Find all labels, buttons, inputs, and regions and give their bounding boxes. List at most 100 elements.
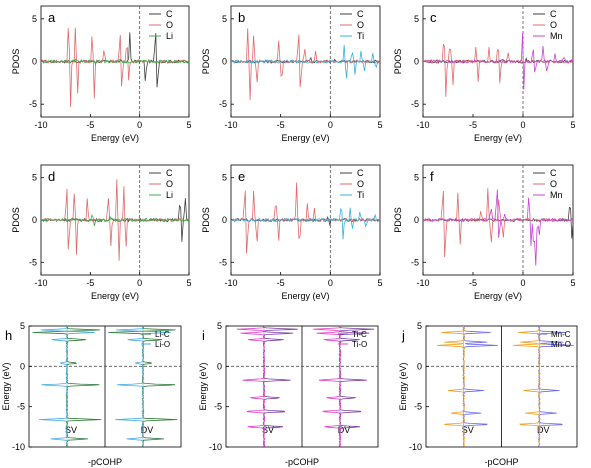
x-tick-label: 5 bbox=[186, 120, 191, 130]
x-tick-label: -10 bbox=[34, 120, 47, 130]
sv-label: SV bbox=[262, 425, 274, 435]
x-axis-label: Energy (eV) bbox=[474, 291, 522, 301]
y-tick-label: 0 bbox=[20, 361, 25, 371]
x-axis-label: Energy (eV) bbox=[474, 133, 522, 143]
x-tick-label: 0 bbox=[137, 278, 142, 288]
panel-letter: b bbox=[238, 10, 245, 25]
x-tick-label: -10 bbox=[416, 120, 429, 130]
dv-label: DV bbox=[338, 425, 351, 435]
panel-letter: f bbox=[430, 169, 434, 184]
x-tick-label: 0 bbox=[137, 120, 142, 130]
x-axis-label: Energy (eV) bbox=[281, 133, 329, 143]
cohp-panel-i: 5 0 -5 -10 -pCOHP Energy (eV) i SV DV Ti-CTi-O bbox=[198, 321, 379, 467]
x-tick-label: -5 bbox=[277, 278, 285, 288]
x-tick-label: 0 bbox=[328, 278, 333, 288]
y-tick-label: -5 bbox=[414, 402, 422, 412]
y-tick-label: 0 bbox=[32, 215, 37, 225]
legend-label-O: O bbox=[357, 20, 364, 30]
x-tick-label: -5 bbox=[86, 120, 94, 130]
x-axis-label: -pCOHP bbox=[285, 457, 319, 467]
x-tick-label: 0 bbox=[328, 120, 333, 130]
x-tick-label: 5 bbox=[186, 278, 191, 288]
x-axis-label: -pCOHP bbox=[88, 457, 122, 467]
legend-label-Mn: Mn bbox=[550, 31, 563, 41]
y-axis-label: PDOS bbox=[201, 49, 211, 75]
x-tick-label: 5 bbox=[570, 120, 575, 130]
y-tick-label: 0 bbox=[222, 215, 227, 225]
x-axis-label: -pCOHP bbox=[484, 457, 518, 467]
y-tick-label: -5 bbox=[214, 402, 222, 412]
series-line-Mn bbox=[422, 189, 574, 266]
y-tick-label: 0 bbox=[414, 215, 419, 225]
legend-label-O: O bbox=[166, 179, 173, 189]
legend-label-Li: Li bbox=[166, 31, 173, 41]
y-axis-label: PDOS bbox=[11, 49, 21, 75]
series-line-Ti-O bbox=[236, 325, 266, 447]
cohp-panel-h: 5 0 -5 -10 -pCOHP Energy (eV) h SV DV Li-CLi-O bbox=[1, 321, 182, 467]
x-axis-label: Energy (eV) bbox=[91, 133, 139, 143]
panel-letter: i bbox=[202, 328, 205, 343]
y-axis-label: PDOS bbox=[393, 207, 403, 233]
dv-label: DV bbox=[537, 425, 550, 435]
y-tick-label: -10 bbox=[12, 442, 25, 452]
series-line-Li-C bbox=[32, 325, 102, 447]
y-tick-label: 5 bbox=[222, 14, 227, 24]
x-tick-label: -5 bbox=[469, 120, 477, 130]
panel-letter: h bbox=[5, 328, 12, 343]
y-tick-label: -5 bbox=[29, 99, 37, 109]
y-tick-label: 0 bbox=[417, 361, 422, 371]
x-tick-label: -10 bbox=[224, 120, 237, 130]
series-line-Mn bbox=[422, 32, 574, 90]
y-axis-label: PDOS bbox=[201, 207, 211, 233]
y-tick-label: -5 bbox=[219, 99, 227, 109]
panel-letter: d bbox=[48, 169, 55, 184]
panel-letter: j bbox=[401, 328, 405, 343]
x-tick-label: 5 bbox=[377, 120, 382, 130]
legend-label-C: C bbox=[550, 9, 557, 19]
series-line-Li bbox=[40, 213, 190, 227]
x-tick-label: -10 bbox=[224, 278, 237, 288]
x-tick-label: 5 bbox=[570, 278, 575, 288]
dv-label: DV bbox=[141, 425, 154, 435]
series-line-C bbox=[230, 216, 380, 226]
series-line-Li-O bbox=[39, 325, 95, 448]
y-tick-label: 5 bbox=[222, 173, 227, 183]
y-tick-label: -5 bbox=[411, 257, 419, 267]
legend-label-Li-O: Li-O bbox=[155, 340, 170, 349]
legend-label-C: C bbox=[166, 168, 173, 178]
y-tick-label: 5 bbox=[32, 173, 37, 183]
y-tick-label: 5 bbox=[414, 14, 419, 24]
legend-label-Li-C: Li-C bbox=[155, 330, 170, 339]
y-axis-label: PDOS bbox=[11, 207, 21, 233]
y-tick-label: 0 bbox=[32, 57, 37, 67]
x-tick-label: -10 bbox=[34, 278, 47, 288]
x-axis-label: Energy (eV) bbox=[91, 291, 139, 301]
cohp-panel-j: 5 0 -5 -10 -pCOHP Energy (eV) j SV DV Mn-CMn-O bbox=[398, 321, 578, 467]
legend-label-C: C bbox=[357, 168, 364, 178]
series-line-Ti-C bbox=[338, 325, 375, 448]
y-tick-label: -10 bbox=[409, 442, 422, 452]
y-tick-label: 5 bbox=[217, 321, 222, 331]
y-tick-label: -5 bbox=[17, 402, 25, 412]
legend-label-C: C bbox=[550, 168, 557, 178]
legend-label-Ti-C: Ti-C bbox=[352, 330, 367, 339]
series-line-Li-O bbox=[115, 325, 171, 447]
legend-label-Ti: Ti bbox=[357, 31, 364, 41]
series-line-Mn-O bbox=[512, 325, 541, 447]
series-line-Ti bbox=[230, 207, 381, 240]
series-line-O bbox=[230, 28, 381, 101]
y-tick-label: 0 bbox=[414, 57, 419, 67]
y-tick-label: 0 bbox=[222, 57, 227, 67]
y-tick-label: 5 bbox=[414, 173, 419, 183]
y-tick-label: -5 bbox=[29, 257, 37, 267]
legend-label-C: C bbox=[357, 9, 364, 19]
legend-label-C: C bbox=[166, 9, 173, 19]
y-axis-label: Energy (eV) bbox=[398, 362, 408, 410]
x-tick-label: 0 bbox=[520, 120, 525, 130]
y-tick-label: 5 bbox=[417, 321, 422, 331]
